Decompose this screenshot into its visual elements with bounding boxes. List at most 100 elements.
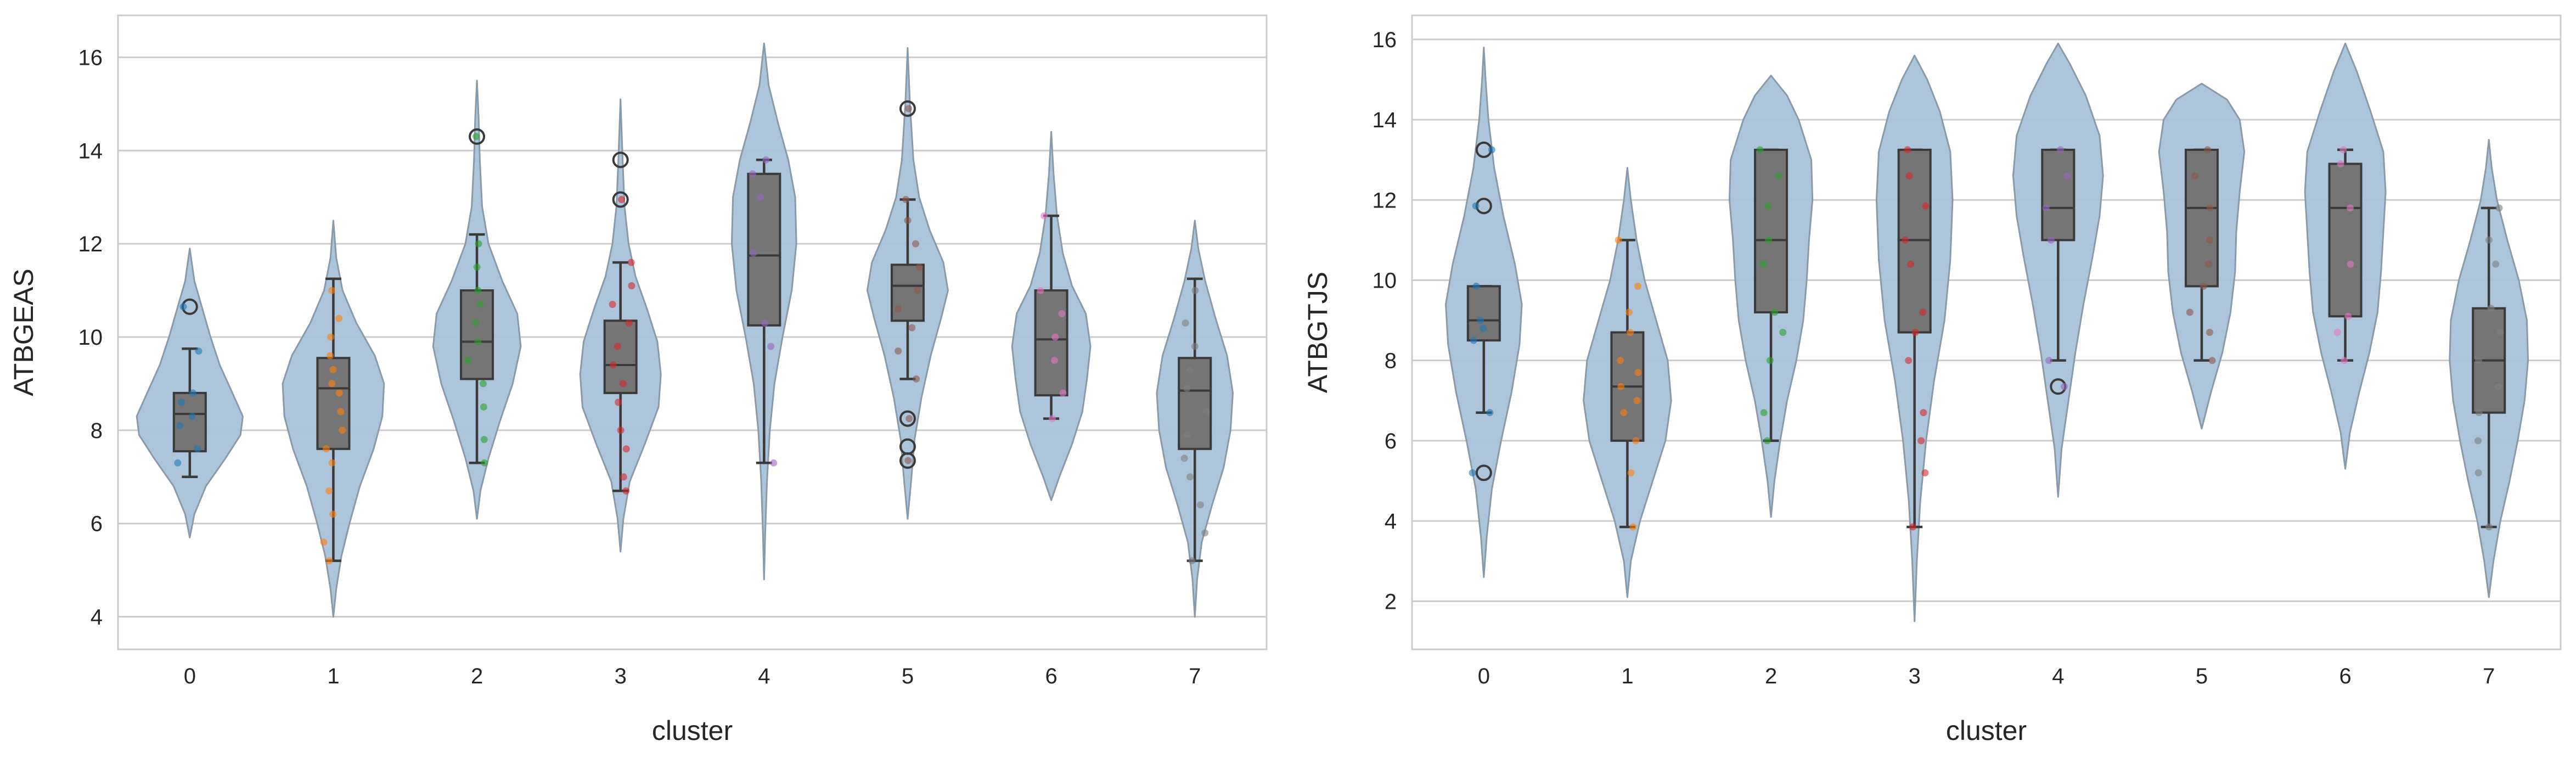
- x-tick-label: 1: [1621, 664, 1633, 688]
- box-outlier: [1475, 464, 1492, 481]
- strip-point: [2474, 437, 2482, 445]
- strip-point: [1920, 409, 1927, 417]
- strip-point: [895, 347, 902, 355]
- strip-point: [2492, 260, 2500, 268]
- x-tick-label: 2: [471, 664, 483, 688]
- strip-point: [1771, 308, 1779, 316]
- y-tick-label: 10: [1373, 268, 1397, 293]
- box-iqr: [1754, 148, 1788, 313]
- strip-point: [327, 333, 335, 341]
- box-iqr: [1466, 285, 1501, 342]
- gridlines: [1412, 38, 2561, 602]
- x-tick-label: 6: [2339, 664, 2351, 688]
- strip-point: [1633, 397, 1641, 405]
- strip-point: [750, 249, 757, 257]
- strip-point: [178, 399, 185, 406]
- strip-point: [189, 389, 196, 397]
- strip-point: [1765, 236, 1773, 244]
- strip-point: [620, 473, 627, 481]
- y-tick-labels: 4 6 8 10 12 14 16: [78, 46, 103, 629]
- strip-point: [1059, 389, 1067, 397]
- strip-point: [609, 301, 616, 308]
- strip-point: [1909, 523, 1916, 531]
- strip-point: [472, 319, 480, 327]
- strip-point: [1627, 329, 1634, 336]
- strip-point: [1763, 437, 1771, 445]
- strip-point: [2047, 236, 2055, 244]
- strip-point: [475, 240, 482, 248]
- strip-point: [2347, 204, 2354, 212]
- strip-point: [627, 259, 635, 266]
- strip-point: [2206, 329, 2213, 336]
- strip-point: [1905, 357, 1913, 364]
- strip-point: [1904, 146, 1911, 154]
- strip-point: [1922, 202, 1930, 210]
- box-outlier: [899, 410, 916, 427]
- strip-point: [473, 263, 481, 271]
- strip-point: [1477, 317, 1484, 324]
- strip-point: [2060, 383, 2068, 390]
- strip-point: [1040, 212, 1048, 220]
- strip-point: [1472, 202, 1480, 210]
- strip-point: [615, 399, 622, 406]
- y-tick-label: 8: [1385, 349, 1397, 373]
- strip-point: [2337, 160, 2344, 167]
- strip-point: [327, 352, 334, 360]
- strip-point: [915, 263, 923, 271]
- box-iqr: [2328, 162, 2363, 318]
- strip-point: [1759, 260, 1767, 268]
- strip-point: [328, 380, 336, 388]
- strip-point: [614, 343, 621, 350]
- box-outlier: [899, 100, 916, 117]
- strip-point: [1188, 557, 1196, 565]
- x-tick-label: 0: [184, 664, 196, 688]
- strip-point: [2474, 469, 2482, 476]
- y-axis-label: ATBGTJS: [1302, 272, 1333, 393]
- strip-point: [339, 427, 346, 434]
- strip-point: [323, 445, 330, 453]
- strip-point: [908, 324, 916, 332]
- strip-point: [1037, 287, 1044, 294]
- strip-point: [174, 459, 182, 467]
- x-axis-label: cluster: [652, 715, 733, 746]
- x-tick-label: 7: [1189, 664, 1201, 688]
- strip-point: [2057, 146, 2065, 154]
- strip-point: [328, 287, 336, 294]
- strip-point: [2339, 146, 2347, 154]
- strip-point: [1766, 357, 1774, 364]
- y-tick-label: 2: [1385, 590, 1397, 614]
- strip-point: [473, 133, 480, 141]
- strip-point: [1626, 308, 1633, 316]
- strip-point: [1627, 469, 1635, 476]
- strip-point: [625, 319, 633, 327]
- strip-point: [335, 315, 342, 322]
- strip-point: [904, 457, 912, 464]
- strip-point: [905, 105, 913, 113]
- strip-point: [1486, 409, 1494, 417]
- x-tick-label: 2: [1765, 664, 1777, 688]
- strip-point: [480, 403, 487, 411]
- strip-point: [320, 538, 328, 546]
- strip-point: [188, 412, 196, 420]
- plot-frame: [1411, 14, 2562, 650]
- strip-point: [2347, 260, 2354, 268]
- strip-point: [1907, 260, 1914, 268]
- strip-point: [1202, 408, 1210, 416]
- strip-layer: [174, 105, 1210, 565]
- strip-point: [1196, 501, 1204, 509]
- strip-point: [2045, 357, 2053, 364]
- strip-point: [2063, 172, 2071, 179]
- strip-point: [914, 287, 921, 294]
- strip-point: [1911, 329, 1919, 336]
- y-tick-labels: 2 4 6 8 10 12 14 16: [1373, 28, 1397, 614]
- x-tick-labels: 0 1 2 3 4 5 6 7: [1478, 664, 2495, 688]
- strip-point: [479, 380, 487, 388]
- plot-frame: [117, 14, 1268, 650]
- strip-point: [1905, 172, 1913, 179]
- x-tick-label: 5: [2196, 664, 2208, 688]
- strip-point: [2475, 409, 2483, 417]
- box-iqr: [2041, 148, 2076, 242]
- strip-point: [1620, 409, 1628, 417]
- strip-point: [1634, 369, 1642, 377]
- strip-point: [1472, 282, 1480, 290]
